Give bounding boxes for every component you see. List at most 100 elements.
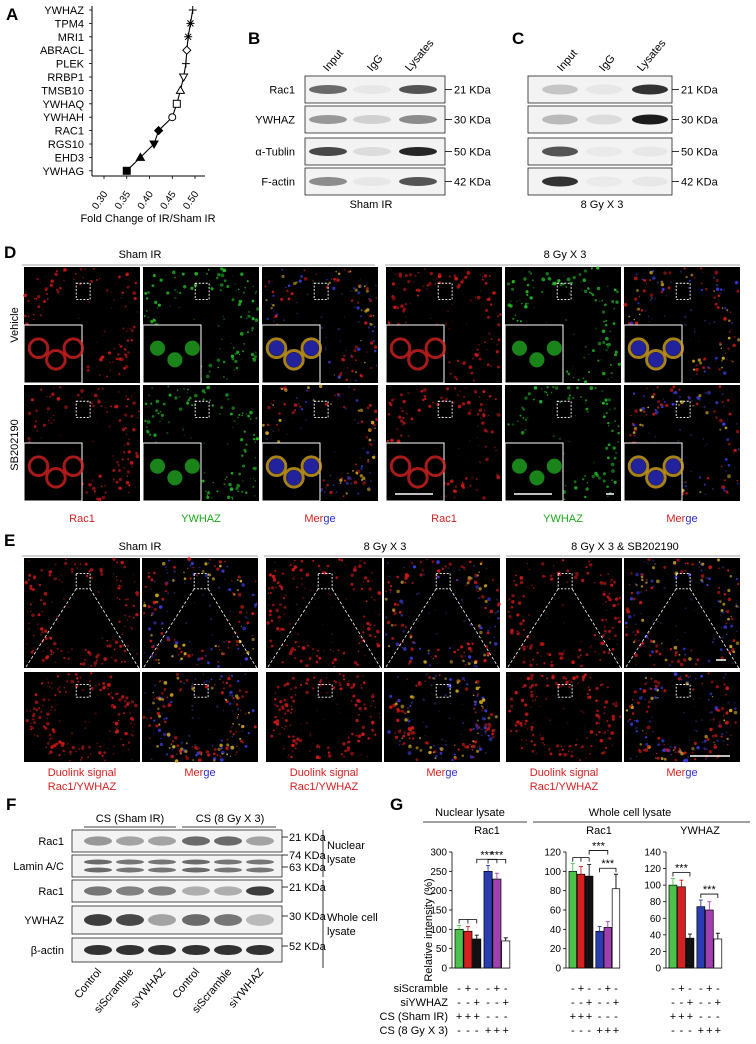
panel-b-row-label: F-actin [261,177,295,189]
panel-g-chart-title: YWHAZ [680,825,720,837]
panel-e-zoom [506,672,622,762]
panel-d-channel-merge: Merge [304,513,335,525]
panel-g-bar [668,884,678,969]
roi-box [437,400,453,418]
panel-c-band [542,176,578,187]
panel-g-sign: + [698,1025,704,1037]
panel-f-band [182,836,210,846]
panel-g-sign: + [578,1011,584,1023]
panel-g-sign: - [571,997,575,1009]
panel-g-sign: + [678,983,684,995]
panel-g-bar [685,937,695,969]
panel-f-side-whole-2: lysate [327,926,356,938]
panel-g-bar [705,909,714,969]
roi-box [435,684,451,698]
panel-e-zoom-guide [383,588,437,671]
panel-g-chart: Rac1 0 50 100 150 200 250 300 ****** [430,825,511,975]
panel-g-sign: - [699,1011,703,1023]
panel-e-duolink-label-2: Rac1/YWHAZ [530,781,599,793]
panel-a-line-chart: YWHAZTPM4MRI1ABRACLPLEKRRBP1TMSB10YWHAQY… [40,5,216,225]
panel-g-sign: - [495,997,499,1009]
merge-part-1: Mer [304,513,323,525]
panel-b-band [353,177,391,186]
panel-f-row-label: YWHAZ [24,915,64,927]
panel-a-data-point [172,99,181,108]
panel-e-zoom-guide [207,588,259,671]
panel-g-row-label: CS (8 Gy X 3) [380,1025,448,1037]
panel-c-col-input: Input [555,47,580,73]
panel-g-y-tick-label: 0 [555,964,561,975]
panel-e-overview [142,557,258,669]
roi-box [75,684,91,698]
panel-g-sign: - [598,983,602,995]
panel-b-blot: Input IgG Lysates Rac1 21 KDa YWHAZ 30 KDa α… [255,37,491,211]
panel-g-y-tick-label: 40 [650,930,662,941]
panel-g-sign: - [671,997,675,1009]
panel-g-sign: - [699,997,703,1009]
panel-a-gene-label: YWHAG [42,166,84,178]
panel-g-bar [611,888,621,969]
panel-b-band [353,85,391,94]
panel-g-sign: + [596,1025,602,1037]
panel-a-x-tick-label: 0.40 [136,189,156,212]
panel-b-band [309,115,347,124]
panel-f-kda: 21 KDa [289,882,327,894]
panel-f-group-8gy: CS (8 Gy X 3) [196,813,264,825]
panel-e-overview [266,558,382,668]
panel-g-row-label: siYWHAZ [400,997,448,1009]
panel-g-sign: - [579,997,583,1009]
panel-f-row-label: Rac1 [38,886,64,898]
panel-a-gene-label: RAC1 [55,126,84,138]
panel-f-side-whole: Whole cell [327,912,378,924]
roi-box [313,282,329,300]
panel-g-sign: - [716,983,720,995]
panel-c-col-lysates: Lysates [635,37,669,74]
panel-g-chart: YWHAZ 0 20 40 60 80 100 120 140 *** *** [644,825,723,975]
panel-g-sign: - [598,997,602,1009]
panel-c-col-igg: IgG [597,53,618,74]
panel-e-overview [384,558,501,668]
panel-g-y-tick-label: 120 [544,848,561,859]
panel-g-sign: - [708,997,712,1009]
panel-d-channel-merge: Merge [666,513,697,525]
panel-g-y-tick-label: 140 [644,848,661,859]
panel-e-duolink-label-2: Rac1/YWHAZ [290,781,359,793]
panel-f-band [214,859,242,865]
panel-g-sig-stars: *** [601,858,615,870]
panel-b-kda: 30 KDa [454,115,492,127]
panel-d-channel-label: Rac1 [69,513,95,525]
panel-a-data-point [168,113,177,122]
panel-g-sign: - [598,1011,602,1023]
panel-g-sign: + [687,997,693,1009]
panel-a-data-point [149,140,159,150]
panel-c-band [632,114,668,125]
panel-c-kda: 42 KDa [681,177,719,189]
roi-box [75,282,91,300]
panel-g-sign: - [475,1025,479,1037]
panel-d-micrograph [142,385,259,502]
panel-e-group-sham: Sham IR [119,541,162,553]
panel-c-kda: 50 KDa [681,147,719,159]
panel-d-row-sb202190: SB202190 [9,419,21,470]
panel-g-sign: - [671,1025,675,1037]
panel-g-y-tick-label: 250 [430,867,447,878]
panel-g-bar [603,927,612,969]
panel-f-side-nuclear-2: lysate [327,854,356,866]
panel-b-caption: Sham IR [350,199,393,211]
panel-g-sign: - [475,983,479,995]
panel-g-bar [463,930,473,969]
panel-label-f: F [6,795,16,814]
panel-g-sig-bracket [588,850,609,855]
panel-b-band [399,177,437,186]
panel-a-data-point [153,125,164,136]
panel-g-sign: - [504,983,508,995]
panel-f-group-sham: CS (Sham IR) [96,813,164,825]
panel-e-group-8gy: 8 Gy X 3 [364,541,407,553]
panel-c-kda: 30 KDa [681,115,719,127]
panel-b-band [309,85,347,94]
panel-b-col-igg: IgG [365,53,386,74]
panel-g-sign: - [571,1025,575,1037]
panel-f-kda: 63 KDa [289,862,327,874]
panel-b-col-input: Input [321,47,346,73]
panel-f-band [116,914,144,926]
